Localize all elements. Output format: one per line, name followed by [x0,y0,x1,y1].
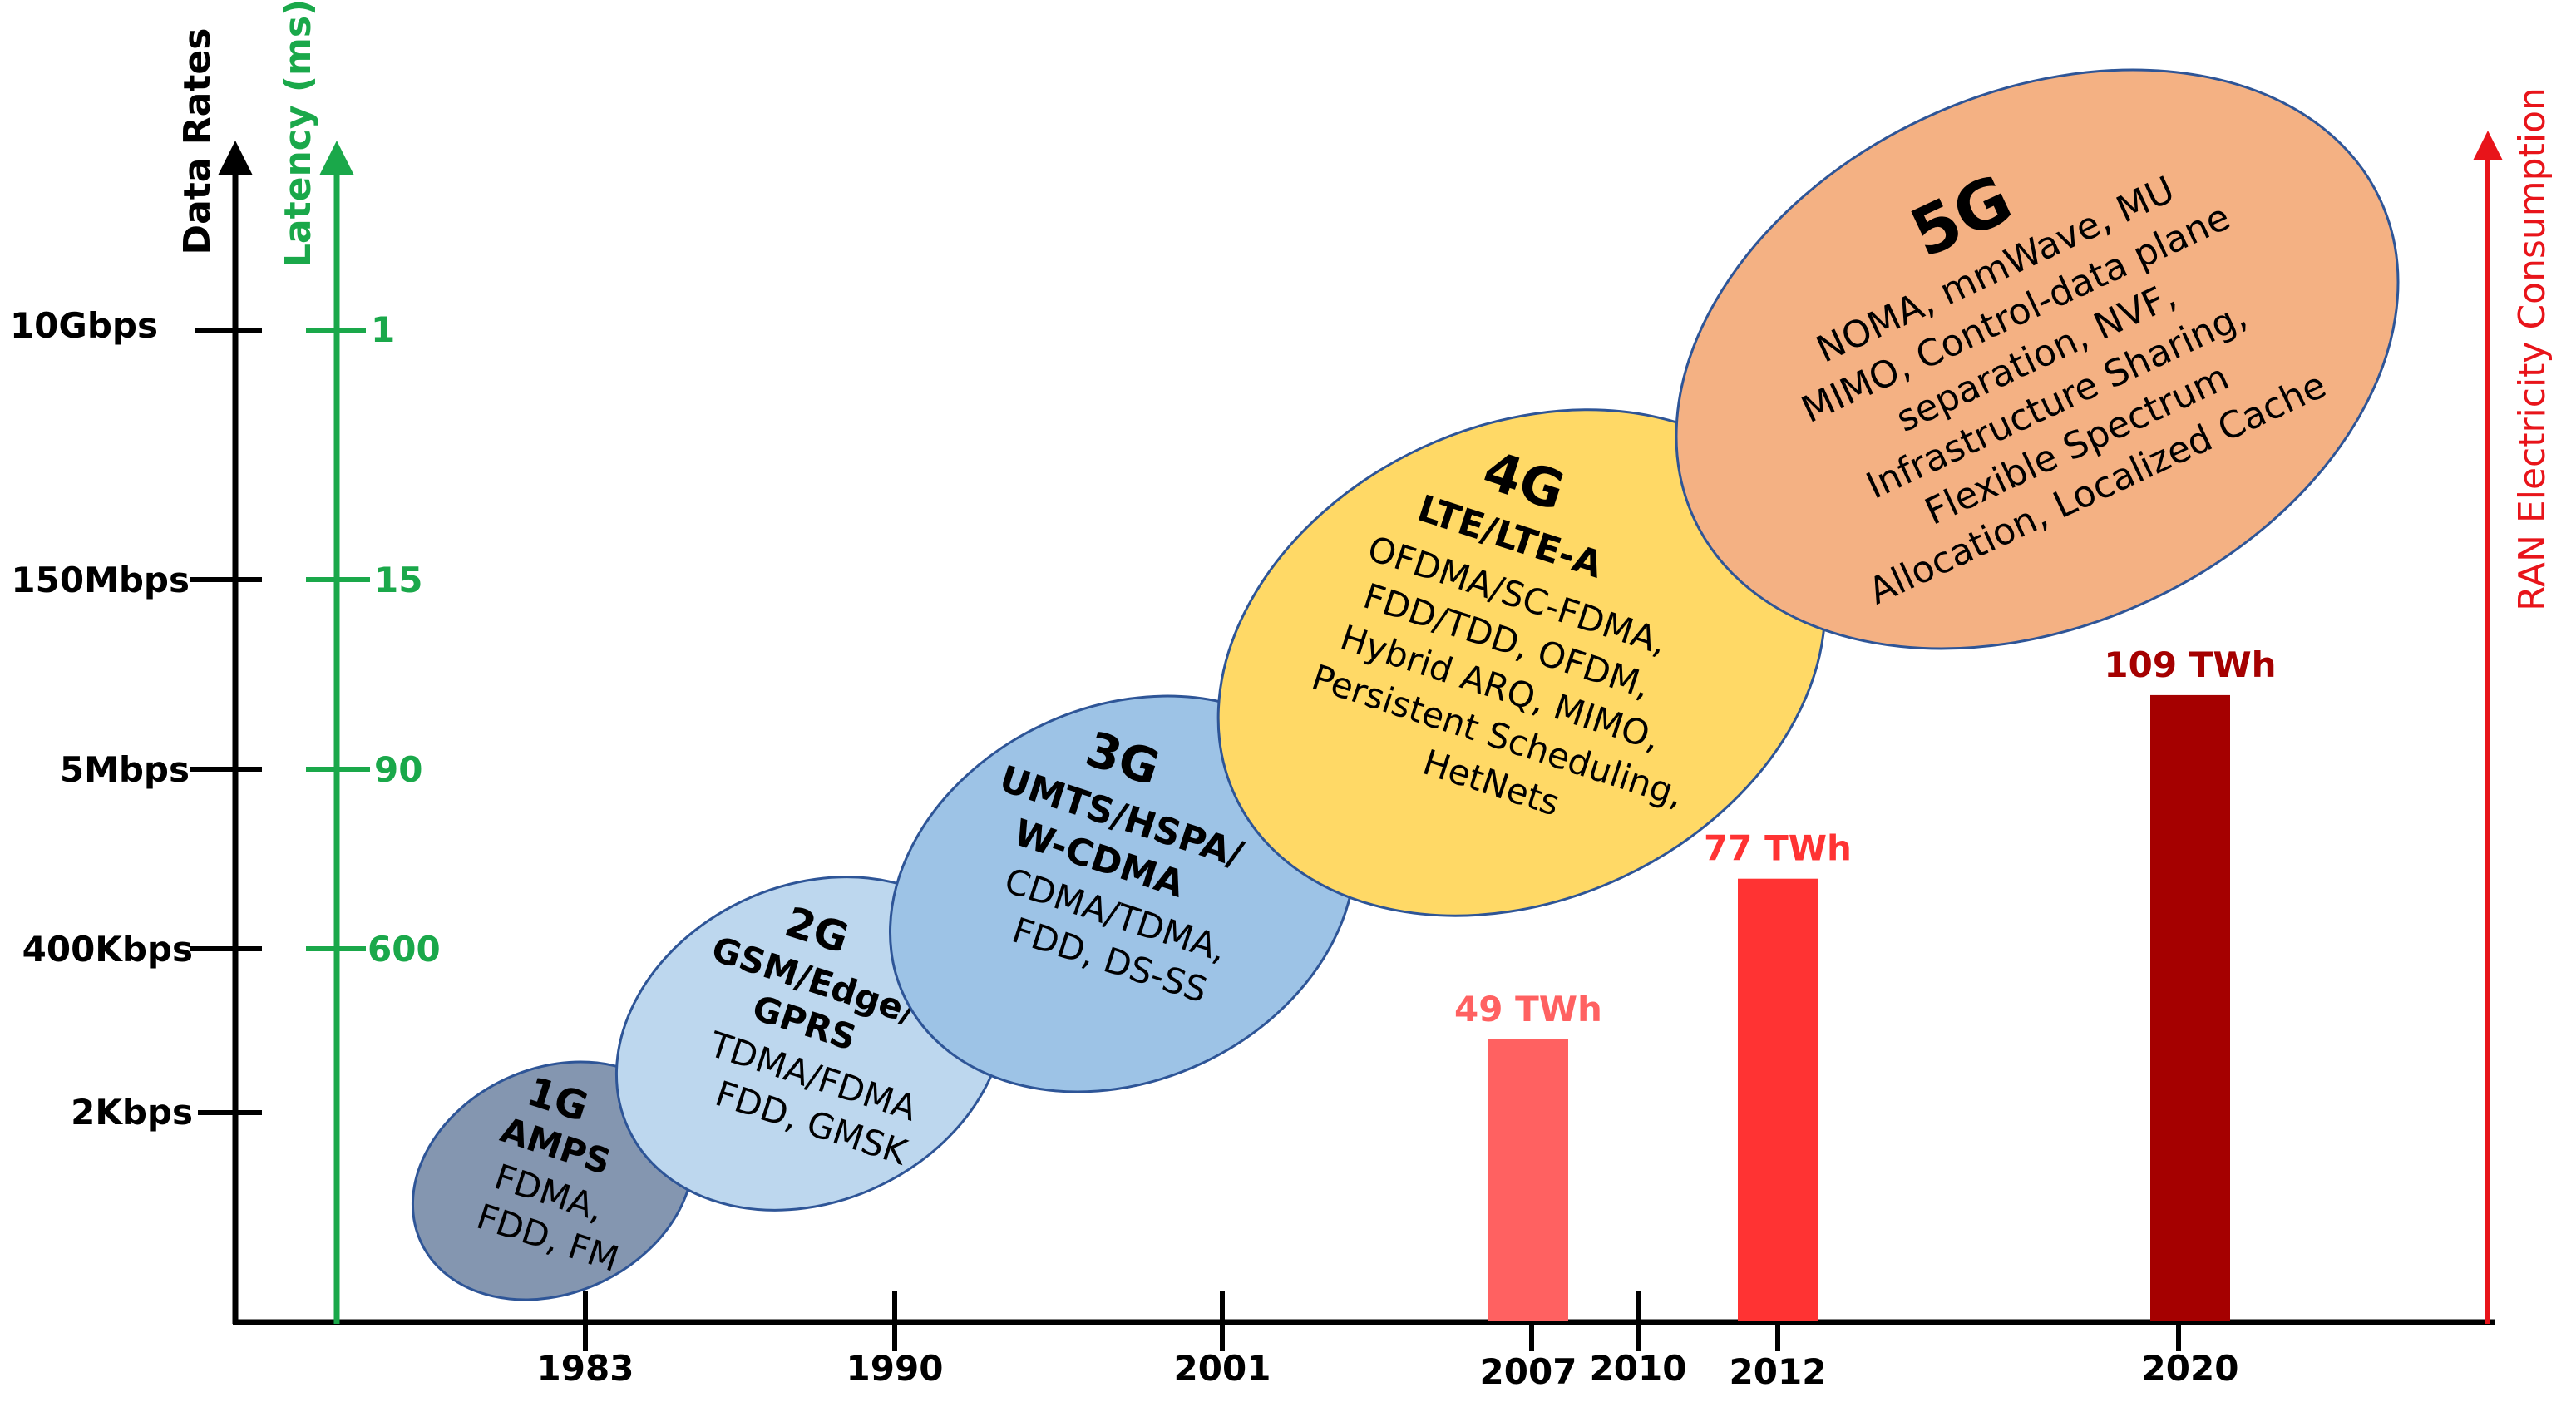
year-label: 2012 [1730,1351,1827,1392]
latency-label: 15 [374,560,422,600]
data-rate-label: 2Kbps [71,1092,193,1133]
energy-bar-label: 49 TWh [1454,989,1602,1029]
data-rate-ticks [190,328,262,1115]
latency-label: 600 [368,929,441,970]
data-rate-label: 5Mbps [60,749,190,790]
energy-bar-2007 [1488,1039,1568,1321]
generation-5g: 5G NOMA, mmWave, MU MIMO, Control-data p… [1675,68,2400,650]
year-label: 1983 [537,1348,634,1389]
year-label: 1990 [846,1348,944,1389]
latency-label: 90 [374,749,422,790]
energy-bars: 49 TWh 77 TWh 109 TWh [1454,644,2277,1321]
energy-bar-2020 [2150,694,2230,1321]
energy-bar-2012 [1738,878,1818,1321]
data-rate-label: 400Kbps [22,929,193,970]
year-label: 2010 [1590,1348,1687,1389]
year-label: 2020 [2142,1348,2239,1389]
latency-axis-title: Latency (ms) [277,0,319,267]
generation-5g-ellipse [1675,68,2400,650]
generation-4g: 4G LTE/LTE-A OFDMA/SC-FDMA, FDD/TDD, OFD… [1216,408,1827,917]
generation-1g: 1G AMPS FDMA, FDD, FM [411,1060,695,1301]
latency-ticks [306,328,370,951]
year-label: 2007 [1480,1351,1577,1392]
data-rate-label: 150Mbps [11,560,190,600]
energy-axis-title: RAN Electricity Consumption [2511,87,2554,611]
data-rates-axis-title: Data Rates [176,28,219,255]
data-rate-label: 10Gbps [10,305,158,346]
energy-bar-label: 109 TWh [2104,644,2276,685]
latency-label: 1 [371,309,395,350]
year-label: 2001 [1174,1348,1271,1389]
energy-bar-label: 77 TWh [1704,828,1852,869]
